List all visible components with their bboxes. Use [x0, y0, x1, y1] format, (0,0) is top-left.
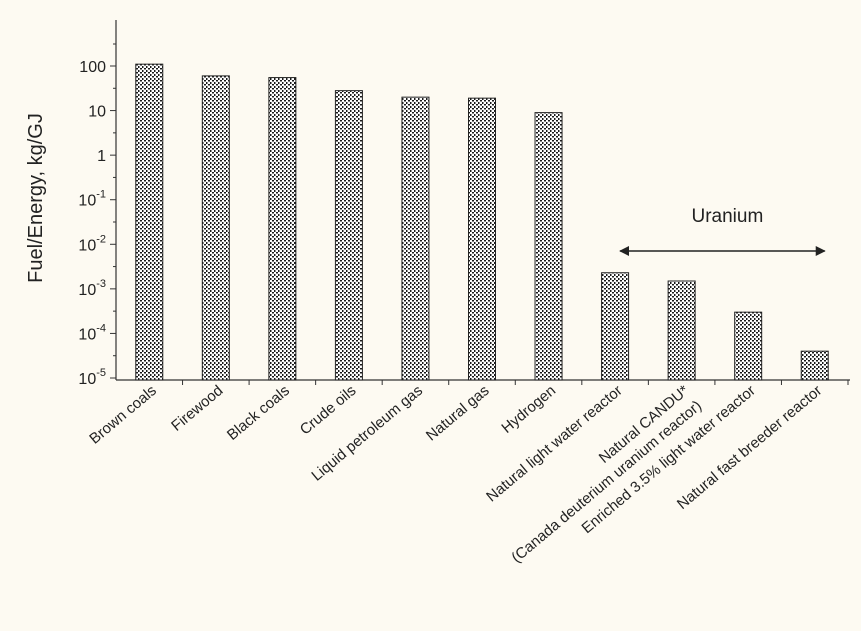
y-tick-label: 1	[97, 148, 106, 165]
bar	[601, 272, 630, 381]
x-tick-label-line: Firewood	[168, 382, 226, 435]
y-axis-label: Fuel/Energy, kg/GJ	[25, 113, 47, 283]
bar	[800, 350, 829, 381]
x-tick-label-line: Brown coals	[86, 382, 160, 448]
bar	[135, 63, 164, 381]
x-tick-label-line: Hydrogen	[498, 382, 559, 437]
y-tick-label: 10-1	[78, 189, 106, 210]
bar	[468, 97, 496, 381]
x-tick-label: Hydrogen	[498, 382, 559, 437]
x-tick-label-line: Natural gas	[423, 382, 493, 444]
x-tick-label: Liquid petroleum gas	[308, 382, 426, 485]
bar	[201, 75, 230, 381]
bar	[667, 280, 696, 381]
y-tick-label: 100	[79, 59, 106, 76]
x-tick-label-line: Crude oils	[297, 382, 360, 438]
x-tick-label: Black coals	[224, 382, 293, 444]
bar	[268, 77, 297, 381]
uranium-annotation-label: Uranium	[692, 206, 764, 227]
y-tick-label: 10-5	[78, 367, 106, 388]
y-tick-label: 10-2	[78, 233, 106, 254]
x-tick-label: Firewood	[168, 382, 226, 435]
bar	[534, 112, 563, 381]
x-tick-label: Crude oils	[297, 382, 360, 438]
x-tick-label-line: Liquid petroleum gas	[308, 382, 426, 485]
bar	[734, 311, 763, 381]
y-tick-label: 10-4	[78, 322, 106, 343]
bars	[135, 63, 849, 385]
y-ticks: 100 10 1 10-1 10-2 10-3 10-4 10-5	[78, 43, 116, 388]
x-tick-label-line: (Canada deuterium uranium reactor)	[508, 397, 705, 566]
x-tick-label-line: Black coals	[224, 382, 293, 444]
bar	[334, 90, 363, 381]
y-tick-label: 10	[88, 104, 106, 121]
annotation: Uranium	[619, 206, 826, 256]
x-tick-label: Natural gas	[423, 382, 493, 444]
y-tick-label: 10-3	[78, 278, 106, 299]
bar	[401, 96, 430, 381]
x-tick-label: Brown coals	[86, 382, 160, 448]
